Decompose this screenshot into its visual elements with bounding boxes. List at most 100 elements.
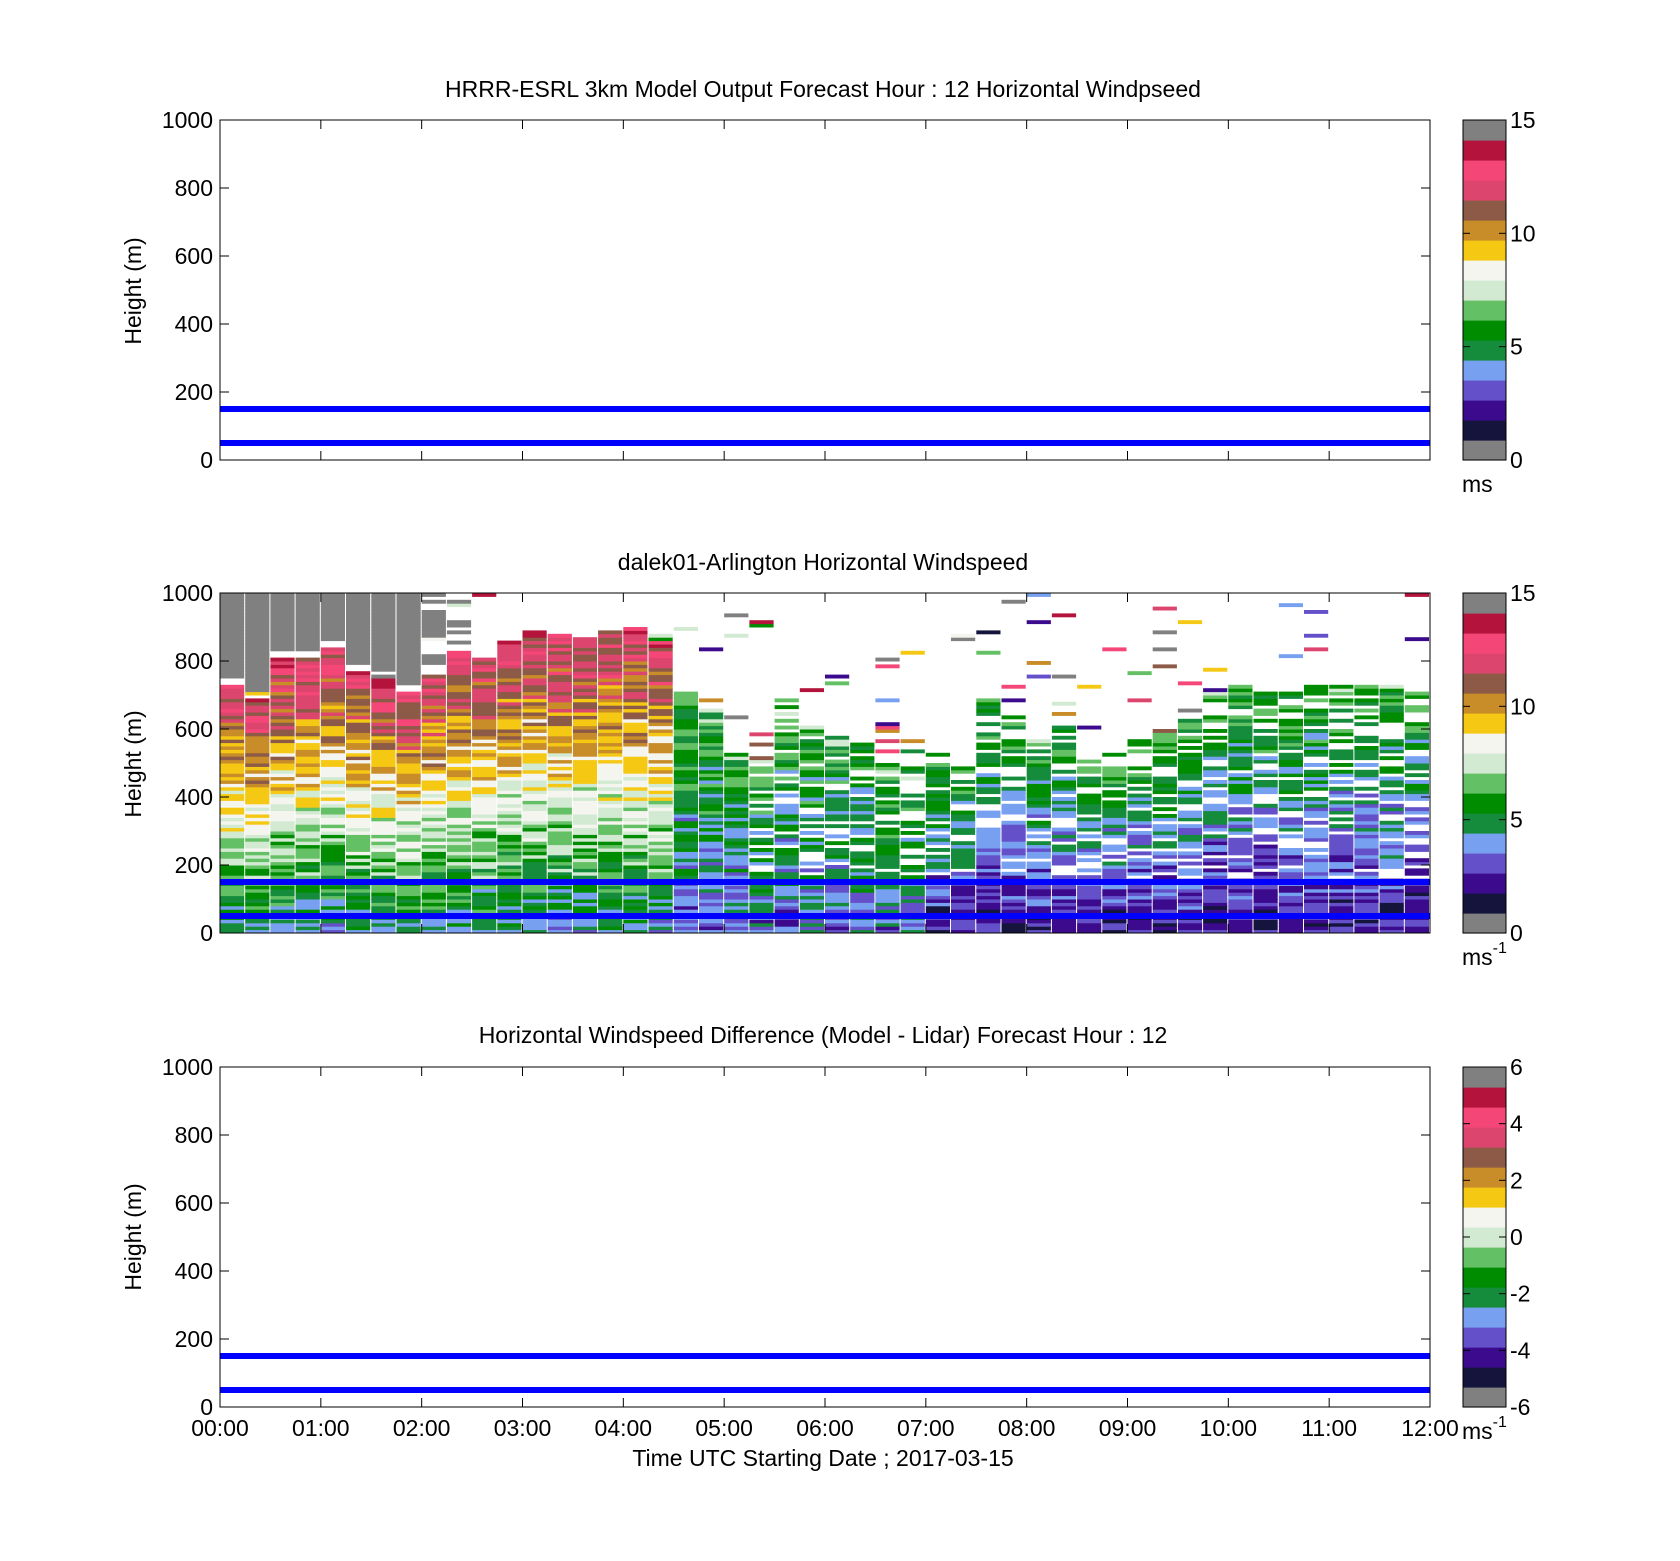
gate-cell	[1127, 786, 1152, 791]
gate-cell	[270, 929, 295, 934]
gate-cell	[270, 824, 295, 829]
gate-cell	[396, 824, 421, 829]
gate-cell	[1404, 899, 1429, 903]
gate-cell	[421, 780, 446, 784]
gate-cell	[1278, 603, 1303, 608]
gate-cell	[1404, 922, 1429, 927]
gate-cell	[1253, 780, 1278, 784]
gate-cell	[1177, 922, 1203, 927]
gate-cell	[1102, 926, 1127, 931]
gate-cell	[1228, 729, 1253, 733]
gate-cell	[1253, 807, 1278, 812]
gate-cell	[270, 922, 295, 927]
gate-cell	[724, 871, 749, 876]
gate-cell	[522, 742, 547, 747]
gate-cell	[673, 902, 698, 907]
gate-cell	[900, 820, 925, 825]
gate-cell	[1329, 909, 1354, 914]
gate-cell	[320, 722, 345, 727]
gate-cell	[446, 922, 472, 927]
gate-cell	[446, 800, 472, 805]
gate-cell	[446, 739, 472, 744]
gate-cell	[320, 667, 345, 672]
gate-cell	[1127, 831, 1152, 835]
gate-cell	[421, 800, 446, 805]
gate-cell	[1203, 695, 1228, 699]
gate-cell	[396, 681, 421, 686]
colorbar-swatch	[1463, 793, 1506, 814]
gate-cell	[270, 817, 295, 822]
gate-cell	[850, 875, 875, 880]
gate-cell	[1026, 902, 1051, 907]
gate-cell	[900, 875, 925, 880]
gate-cell	[220, 756, 245, 761]
gate-cell	[623, 834, 648, 839]
gate-cell	[421, 848, 446, 852]
gate-cell	[850, 871, 875, 876]
gate-cell	[724, 752, 749, 757]
gate-cell	[1304, 763, 1329, 767]
gate-cell	[1051, 895, 1077, 900]
gate-cell	[648, 875, 673, 880]
gate-cell	[875, 664, 900, 669]
gate-cell	[1102, 824, 1127, 829]
gate-cell	[1228, 807, 1253, 812]
gate-cell	[1354, 824, 1379, 829]
gate-cell	[446, 640, 472, 645]
gate-cell	[951, 875, 976, 880]
gate-cell	[1102, 827, 1127, 832]
gate-cell	[497, 861, 522, 866]
gate-cell	[547, 729, 572, 733]
gate-cell	[1253, 875, 1278, 880]
gate-cell	[1152, 834, 1177, 839]
gate-cell	[270, 712, 295, 716]
gate-cell	[1354, 827, 1379, 832]
gate-cell	[1127, 909, 1152, 914]
gate-cell	[1152, 664, 1177, 669]
gate-cell	[346, 773, 371, 778]
gate-cell	[648, 708, 673, 713]
colorbar-tick-label: -2	[1510, 1281, 1530, 1307]
gate-cell	[270, 603, 295, 608]
gate-cell	[598, 701, 623, 706]
gate-cell	[497, 824, 522, 829]
gate-cell	[1152, 831, 1177, 835]
gate-cell	[245, 797, 270, 801]
gate-cell	[1102, 820, 1127, 825]
gate-cell	[346, 844, 371, 849]
gate-cell	[951, 786, 976, 791]
gate-cell	[472, 919, 497, 924]
gate-cell	[724, 841, 749, 846]
y-axis-label: Height (m)	[120, 237, 146, 344]
gate-cell	[1278, 892, 1303, 897]
gate-cell	[623, 905, 648, 910]
gate-cell	[396, 729, 421, 733]
gate-cell	[1203, 783, 1228, 788]
gate-cell	[1203, 899, 1228, 903]
gate-cell	[295, 742, 320, 747]
gate-cell	[1228, 895, 1253, 900]
gate-cell	[1404, 810, 1429, 815]
gate-cell	[1026, 875, 1051, 880]
gate-cell	[1228, 783, 1253, 788]
gate-cell	[245, 613, 270, 618]
gate-cell	[648, 678, 673, 682]
gate-cell	[346, 858, 371, 863]
gate-cell	[623, 851, 648, 856]
gate-cell	[346, 599, 371, 604]
gate-cell	[346, 865, 371, 869]
gate-cell	[1051, 888, 1077, 893]
gate-cell	[598, 729, 623, 733]
gate-cell	[497, 922, 522, 927]
gate-cell	[1026, 739, 1051, 744]
gate-cell	[1127, 834, 1152, 839]
gate-cell	[774, 824, 799, 829]
gate-cell	[220, 786, 245, 791]
gate-cell	[673, 746, 698, 750]
gate-cell	[1102, 909, 1127, 914]
gate-cell	[572, 817, 598, 822]
gate-cell	[673, 858, 698, 863]
gate-cell	[346, 905, 371, 910]
gate-cell	[1379, 742, 1404, 747]
gate-cell	[976, 722, 1001, 727]
